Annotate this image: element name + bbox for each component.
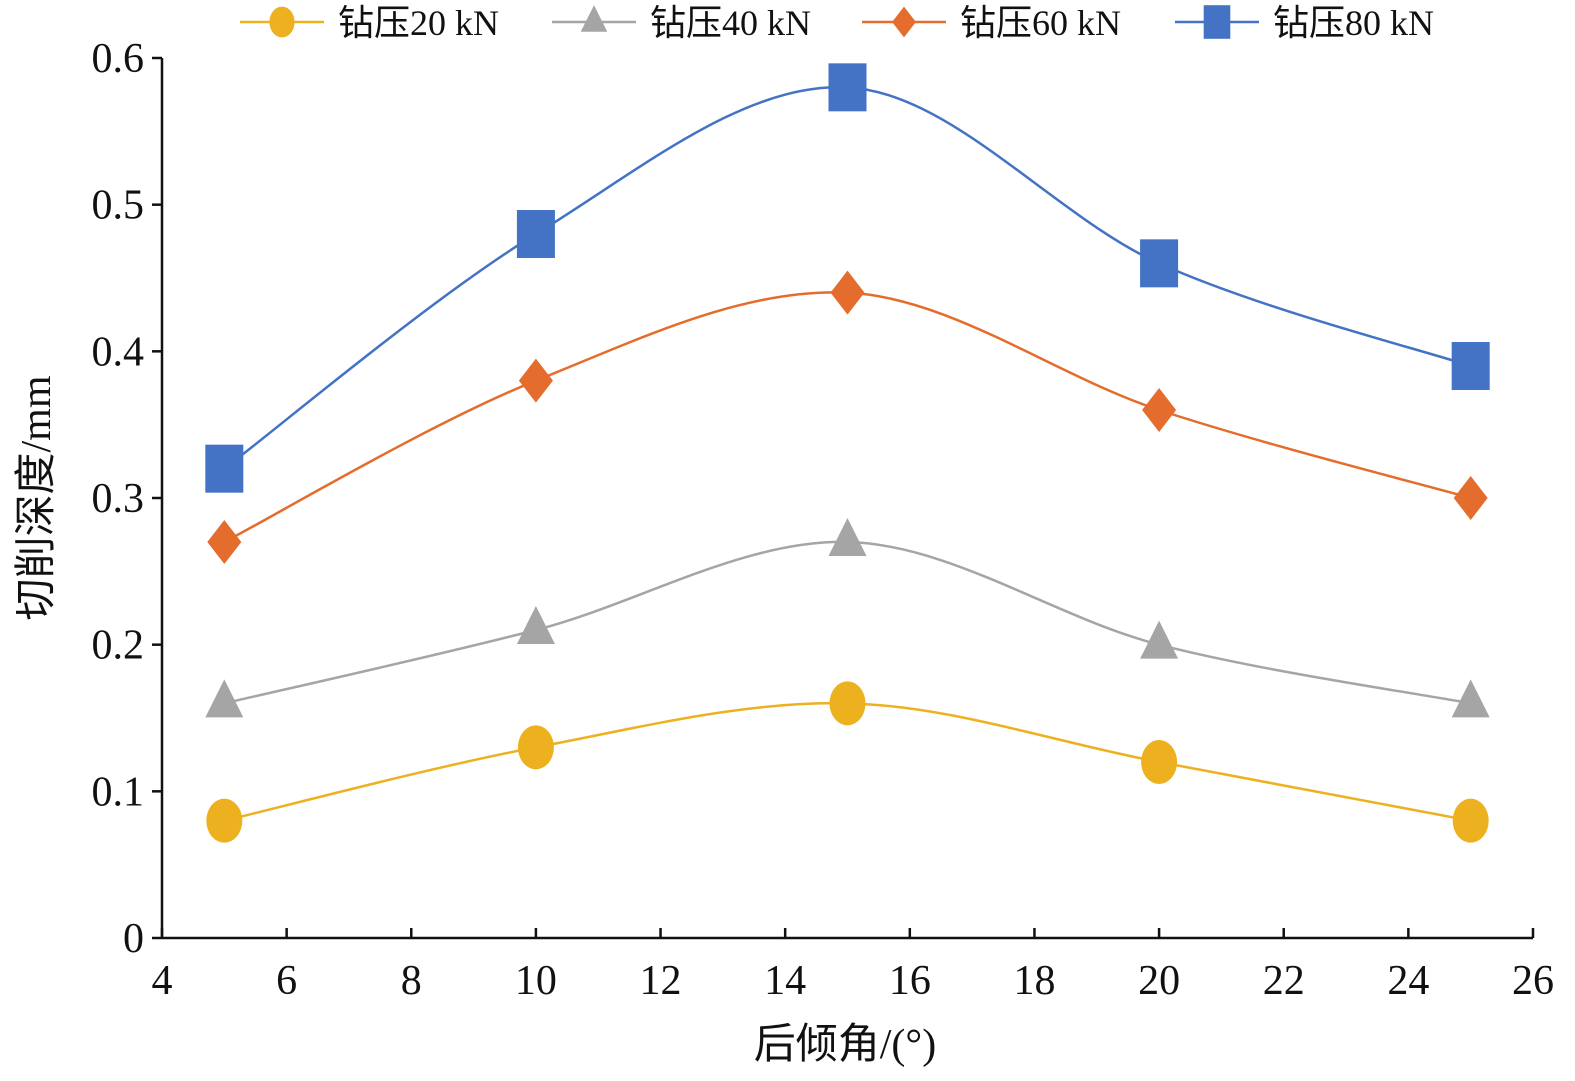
x-tick-label: 12 — [640, 958, 682, 1004]
series-钻压40 kN — [205, 518, 1490, 718]
legend-item: 钻压80 kN — [1175, 3, 1434, 43]
circle-marker — [1141, 740, 1178, 784]
series-line — [223, 291, 1472, 544]
x-tick-label: 16 — [889, 958, 931, 1004]
x-tick-label: 14 — [764, 958, 806, 1004]
y-tick-label: 0 — [123, 916, 144, 962]
y-tick-label: 0.3 — [92, 476, 145, 522]
x-tick-label: 24 — [1387, 958, 1429, 1004]
y-tick-label: 0.1 — [92, 769, 145, 815]
x-tick-label: 22 — [1263, 958, 1305, 1004]
diamond-marker — [1142, 388, 1177, 432]
series-钻压60 kN — [207, 270, 1488, 564]
circle-marker — [517, 725, 554, 770]
diamond-marker — [830, 270, 865, 315]
legend-label: 钻压40 kN — [650, 3, 811, 43]
triangle-marker — [205, 679, 244, 718]
x-tick-label: 20 — [1138, 958, 1180, 1004]
triangle-marker — [1451, 679, 1490, 718]
diamond-marker — [1453, 476, 1488, 520]
diamond-marker — [518, 358, 553, 403]
legend-item: 钻压40 kN — [552, 3, 811, 43]
legend-label: 钻压80 kN — [1273, 3, 1434, 43]
y-tick-label: 0.4 — [92, 329, 145, 375]
legend-item: 钻压60 kN — [862, 3, 1121, 43]
triangle-marker — [1140, 620, 1179, 659]
triangle-marker — [828, 518, 867, 556]
legend-label: 钻压60 kN — [960, 3, 1121, 43]
triangle-marker — [516, 606, 555, 644]
series-钻压20 kN — [206, 681, 1489, 843]
x-tick-label: 8 — [401, 958, 422, 1004]
circle-marker — [269, 6, 295, 38]
diamond-marker — [207, 520, 242, 564]
series-line — [224, 540, 1471, 705]
circle-marker — [1452, 798, 1489, 843]
series-group — [205, 63, 1490, 843]
triangle-marker — [580, 5, 608, 32]
circle-marker — [829, 681, 866, 726]
legend: 钻压20 kN 钻压40 kN 钻压60 kN 钻压80 kN — [240, 3, 1434, 43]
y-tick-label: 0.5 — [92, 183, 145, 229]
square-marker — [1451, 342, 1490, 390]
y-tick-label: 0.6 — [92, 36, 145, 82]
x-tick-label: 10 — [515, 958, 557, 1004]
square-marker — [516, 210, 555, 258]
y-tick-label: 0.2 — [92, 623, 145, 669]
x-tick-label: 6 — [276, 958, 297, 1004]
x-axis-label: 后倾角/(°) — [754, 1022, 936, 1068]
square-marker — [1203, 5, 1231, 39]
y-axis-label: 切削深度/mm — [14, 375, 60, 620]
circle-marker — [206, 798, 243, 843]
square-marker — [1140, 239, 1179, 288]
axes: 4 6 8 10 12 14 16 18 20 22 24 26 0 0.1 0.2 0.3 0.4 0.5 0.6 — [92, 36, 1555, 1004]
series-钻压80 kN — [205, 63, 1490, 493]
legend-item: 钻压20 kN — [240, 3, 499, 43]
x-tick-label: 4 — [152, 958, 173, 1004]
diamond-marker — [892, 6, 916, 38]
legend-label: 钻压20 kN — [338, 3, 499, 43]
x-tick-label: 18 — [1013, 958, 1055, 1004]
square-marker — [828, 63, 867, 112]
square-marker — [205, 444, 244, 493]
x-tick-label: 26 — [1512, 958, 1554, 1004]
